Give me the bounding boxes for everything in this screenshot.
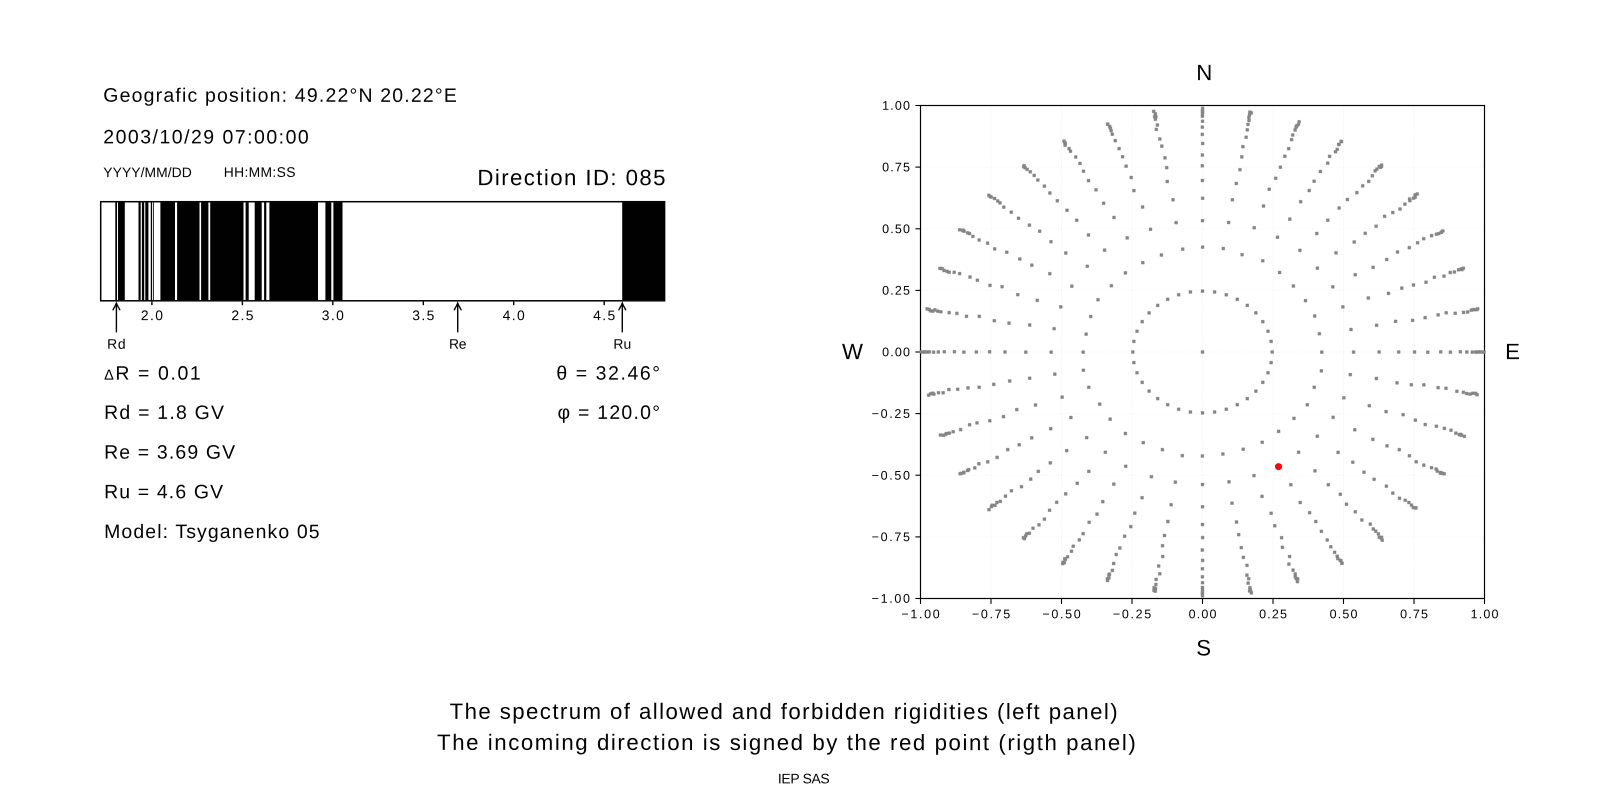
- svg-text:0.25: 0.25: [882, 284, 910, 298]
- svg-text:−0.75: −0.75: [872, 530, 910, 544]
- svg-text:IEP SAS: IEP SAS: [778, 770, 830, 786]
- svg-text:Rd = 1.8 GV: Rd = 1.8 GV: [104, 402, 224, 424]
- svg-text:−0.50: −0.50: [1042, 607, 1080, 621]
- svg-text:0.00: 0.00: [882, 345, 910, 359]
- svg-text:1.00: 1.00: [882, 99, 910, 113]
- svg-text:Direction ID: 085: Direction ID: 085: [477, 165, 665, 190]
- svg-text:Re: Re: [449, 336, 467, 352]
- svg-text:ΔR = 0.01: ΔR = 0.01: [104, 363, 201, 385]
- svg-text:N: N: [1196, 60, 1212, 85]
- svg-text:2.0: 2.0: [141, 307, 163, 323]
- svg-text:The incoming direction is sign: The incoming direction is signed by the …: [437, 730, 1136, 755]
- svg-text:φ = 120.0°: φ = 120.0°: [557, 402, 660, 424]
- svg-text:0.00: 0.00: [1189, 607, 1217, 621]
- svg-text:The spectrum of allowed and fo: The spectrum of allowed and forbidden ri…: [450, 699, 1118, 724]
- svg-text:S: S: [1196, 635, 1211, 660]
- svg-text:−1.00: −1.00: [872, 592, 910, 606]
- svg-text:Model: Tsyganenko 05: Model: Tsyganenko 05: [104, 521, 320, 543]
- svg-text:Geografic position: 49.22°N 20: Geografic position: 49.22°N 20.22°E: [103, 85, 457, 107]
- svg-text:YYYY/MM/DD: YYYY/MM/DD: [103, 164, 192, 180]
- svg-text:W: W: [842, 339, 863, 364]
- svg-text:−0.25: −0.25: [872, 407, 910, 421]
- svg-text:1.00: 1.00: [1471, 607, 1499, 621]
- svg-text:−0.25: −0.25: [1113, 607, 1151, 621]
- svg-text:4.0: 4.0: [503, 307, 525, 323]
- svg-text:0.50: 0.50: [882, 222, 910, 236]
- svg-text:0.25: 0.25: [1259, 607, 1287, 621]
- svg-text:−0.50: −0.50: [872, 469, 910, 483]
- svg-text:E: E: [1505, 339, 1520, 364]
- svg-text:3.5: 3.5: [412, 307, 434, 323]
- svg-text:−1.00: −1.00: [901, 607, 939, 621]
- svg-text:0.75: 0.75: [1400, 607, 1428, 621]
- svg-text:0.50: 0.50: [1330, 607, 1358, 621]
- svg-text:Ru: Ru: [613, 336, 631, 352]
- svg-text:4.5: 4.5: [593, 307, 615, 323]
- svg-text:2003/10/29 07:00:00: 2003/10/29 07:00:00: [103, 126, 309, 148]
- svg-text:Ru = 4.6 GV: Ru = 4.6 GV: [104, 481, 223, 503]
- svg-text:θ = 32.46°: θ = 32.46°: [556, 363, 660, 385]
- svg-text:3.0: 3.0: [322, 307, 344, 323]
- svg-text:−0.75: −0.75: [972, 607, 1010, 621]
- svg-text:Re = 3.69 GV: Re = 3.69 GV: [104, 442, 235, 464]
- svg-text:HH:MM:SS: HH:MM:SS: [224, 164, 296, 180]
- svg-text:0.75: 0.75: [882, 160, 910, 174]
- svg-text:Rd: Rd: [107, 336, 126, 352]
- svg-text:2.5: 2.5: [231, 307, 253, 323]
